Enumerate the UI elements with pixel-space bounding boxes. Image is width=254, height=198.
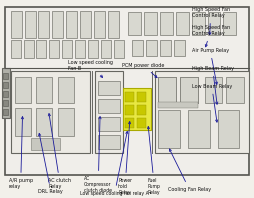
- Bar: [125, 105, 134, 115]
- Bar: [180, 77, 198, 103]
- Bar: [125, 92, 134, 102]
- Bar: [144, 12, 157, 35]
- Text: High Beam Relay: High Beam Relay: [192, 66, 234, 104]
- Bar: [80, 11, 91, 38]
- Text: High Speed Fan
Control Relay: High Speed Fan Control Relay: [192, 7, 230, 35]
- Bar: [2, 68, 10, 118]
- Text: Power
hold
Relay: Power hold Relay: [118, 122, 132, 195]
- Bar: [11, 40, 21, 58]
- Bar: [192, 12, 204, 35]
- Text: Low speed cooling fan relay A: Low speed cooling fan relay A: [80, 131, 149, 196]
- Bar: [137, 118, 146, 128]
- Text: Low Beam Relay: Low Beam Relay: [192, 84, 232, 122]
- Bar: [114, 40, 124, 58]
- Bar: [125, 118, 134, 128]
- Bar: [37, 108, 52, 136]
- Bar: [158, 77, 176, 103]
- Bar: [158, 110, 180, 148]
- Bar: [52, 11, 63, 38]
- Bar: [208, 12, 220, 35]
- Bar: [15, 77, 30, 103]
- Bar: [98, 81, 120, 95]
- Bar: [137, 105, 146, 115]
- Bar: [176, 12, 189, 35]
- Bar: [75, 40, 85, 58]
- Bar: [11, 11, 22, 38]
- Bar: [224, 12, 236, 35]
- Bar: [204, 77, 223, 103]
- Bar: [137, 92, 146, 102]
- Bar: [88, 40, 98, 58]
- Bar: [132, 40, 143, 56]
- Bar: [98, 117, 120, 131]
- Bar: [3, 109, 8, 115]
- Bar: [95, 71, 123, 153]
- Bar: [58, 108, 74, 136]
- Bar: [3, 73, 8, 79]
- Bar: [50, 40, 59, 58]
- Bar: [101, 40, 111, 58]
- Bar: [94, 11, 105, 38]
- Text: Air Pump Relay: Air Pump Relay: [192, 48, 229, 84]
- Text: DRL Relay: DRL Relay: [39, 133, 63, 194]
- Bar: [25, 11, 36, 38]
- Bar: [11, 71, 90, 153]
- Bar: [174, 40, 185, 56]
- Bar: [160, 40, 171, 56]
- Bar: [37, 40, 46, 58]
- Bar: [15, 108, 30, 136]
- Bar: [62, 40, 72, 58]
- Bar: [30, 138, 60, 150]
- Bar: [58, 77, 74, 103]
- Text: Fuel
Pump
Relay: Fuel Pump Relay: [147, 127, 161, 195]
- Bar: [3, 91, 8, 97]
- Bar: [188, 110, 210, 148]
- Bar: [128, 12, 141, 35]
- Bar: [108, 11, 119, 38]
- Bar: [3, 82, 8, 88]
- Bar: [98, 99, 120, 113]
- Bar: [66, 11, 77, 38]
- Text: Low speed cooling
Fan B: Low speed cooling Fan B: [68, 60, 113, 77]
- Bar: [227, 77, 244, 103]
- Bar: [180, 77, 198, 103]
- Bar: [158, 77, 176, 103]
- Text: AC clutch
Relay: AC clutch Relay: [48, 114, 71, 189]
- Bar: [160, 12, 173, 35]
- Bar: [3, 100, 8, 106]
- Text: Cooling Fan Relay: Cooling Fan Relay: [168, 149, 211, 192]
- Bar: [123, 88, 151, 130]
- Bar: [37, 77, 52, 103]
- Bar: [24, 40, 34, 58]
- Text: A/R pump
relay: A/R pump relay: [9, 117, 33, 189]
- Bar: [146, 40, 157, 56]
- Bar: [217, 110, 239, 148]
- Bar: [5, 7, 249, 175]
- Bar: [158, 102, 198, 108]
- Bar: [39, 11, 50, 38]
- Text: AC
Compressor
clutch diode: AC Compressor clutch diode: [84, 117, 112, 193]
- Text: High Speed Fan
Control Relay: High Speed Fan Control Relay: [192, 25, 230, 47]
- Text: PCM power diode: PCM power diode: [122, 63, 164, 78]
- Bar: [98, 135, 120, 149]
- Bar: [155, 71, 249, 153]
